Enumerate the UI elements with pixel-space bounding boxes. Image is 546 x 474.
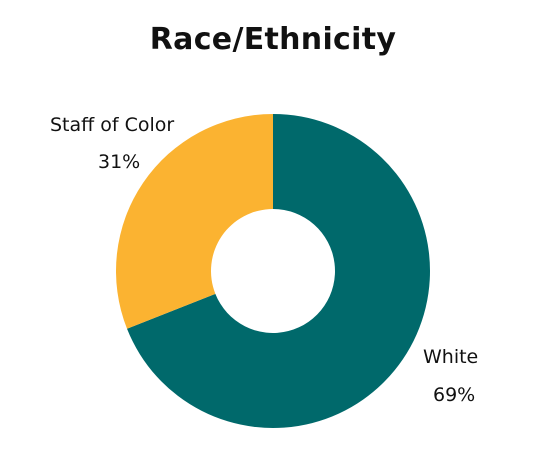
slice-value-white: 69% [433, 384, 476, 406]
slice-value-staff-of-color: 31% [98, 151, 141, 173]
chart-title: Race/Ethnicity [149, 22, 397, 57]
slice-white [127, 114, 431, 428]
slice-label-white: White [423, 346, 479, 368]
slice-label-staff-of-color: Staff of Color [50, 114, 175, 136]
slice-staff-of-color [115, 114, 273, 329]
